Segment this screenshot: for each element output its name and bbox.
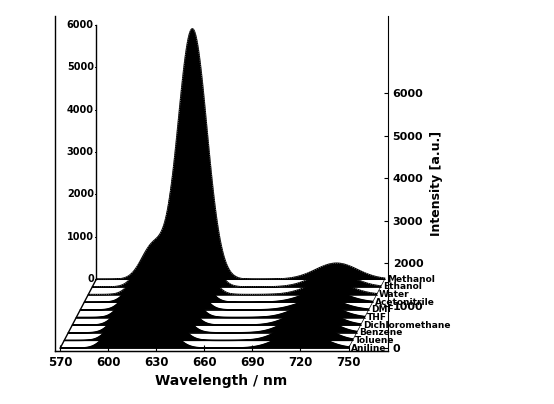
Text: DMF: DMF [371, 305, 393, 314]
Text: Methanol: Methanol [387, 275, 435, 284]
Text: 5000: 5000 [67, 62, 94, 72]
Polygon shape [60, 314, 348, 348]
Polygon shape [64, 294, 352, 341]
Polygon shape [72, 253, 361, 325]
Text: Ethanol: Ethanol [383, 282, 422, 291]
Text: 3000: 3000 [67, 147, 94, 157]
Text: Acetonitrile: Acetonitrile [375, 298, 435, 307]
Text: Dichloromethane: Dichloromethane [363, 321, 450, 330]
Y-axis label: Intensity [a.u.]: Intensity [a.u.] [430, 131, 443, 236]
Polygon shape [93, 96, 381, 287]
Text: 2000: 2000 [67, 189, 94, 200]
Text: 4000: 4000 [67, 105, 94, 115]
Text: 0: 0 [87, 274, 94, 284]
Polygon shape [80, 208, 368, 310]
Text: Water: Water [379, 290, 409, 299]
Text: Toluene: Toluene [355, 336, 394, 345]
X-axis label: Wavelength / nm: Wavelength / nm [156, 374, 288, 387]
Polygon shape [88, 142, 377, 295]
Text: Aniline: Aniline [351, 343, 387, 353]
Polygon shape [96, 29, 384, 279]
Polygon shape [68, 274, 357, 333]
Text: THF: THF [367, 313, 387, 322]
Text: Benzene: Benzene [359, 328, 402, 337]
Polygon shape [76, 233, 365, 318]
Text: 1000: 1000 [67, 232, 94, 242]
Polygon shape [84, 179, 373, 302]
Text: 6000: 6000 [67, 20, 94, 29]
